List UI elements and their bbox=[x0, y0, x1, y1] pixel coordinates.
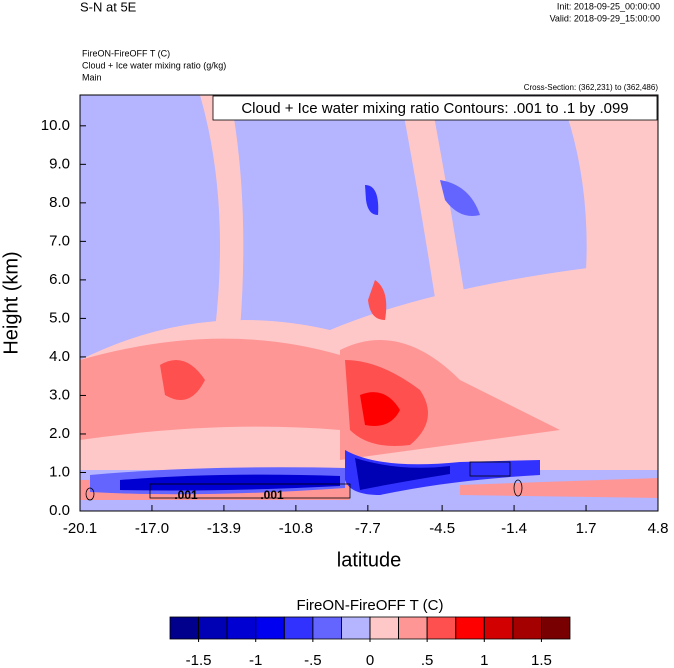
annotation: Cloud + Ice water mixing ratio Contours:… bbox=[241, 100, 628, 117]
colorbar-swatch bbox=[255, 616, 285, 640]
colorbar-swatch bbox=[226, 616, 257, 640]
x-tick-label: -13.9 bbox=[207, 520, 241, 537]
colorbar-swatch bbox=[483, 616, 514, 640]
annotation-box bbox=[212, 95, 658, 121]
colorbar-label: .5 bbox=[421, 652, 434, 668]
y-tick-label: 9.0 bbox=[49, 155, 70, 172]
y-tick-label: 7.0 bbox=[49, 232, 70, 249]
y-tick-label: 4.0 bbox=[49, 348, 70, 365]
colorbar-swatch bbox=[341, 616, 371, 640]
x-axis-label: latitude bbox=[337, 549, 402, 571]
y-tick-label: 1.0 bbox=[49, 463, 70, 480]
x-tick-label: 4.8 bbox=[648, 520, 669, 537]
y-tick-label: 5.0 bbox=[49, 309, 70, 326]
x-tick-label: -4.5 bbox=[429, 520, 455, 537]
colorbar-label: -1.5 bbox=[186, 652, 212, 668]
colorbar-swatch bbox=[426, 616, 457, 640]
contour-label: .001 bbox=[174, 488, 198, 502]
valid-time: Valid: 2018-09-29_15:00:00 bbox=[550, 13, 660, 23]
x-tick-label: -20.1 bbox=[63, 520, 97, 537]
colorbar-label: -1 bbox=[249, 652, 262, 668]
cloud-contours bbox=[85, 461, 523, 501]
colorbar-swatch bbox=[198, 616, 228, 640]
colorbar-swatch bbox=[512, 616, 542, 640]
init-time: Init: 2018-09-25_00:00:00 bbox=[557, 1, 660, 11]
cross-section: Cross-Section: (362,231) to (362,486) bbox=[524, 83, 659, 92]
y-axis-label: Height (km) bbox=[0, 251, 22, 354]
colorbar-title: FireON-FireOFF T (C) bbox=[297, 597, 444, 614]
y-tick-label: 10.0 bbox=[41, 117, 70, 134]
contour-label: .001 bbox=[260, 488, 284, 502]
colorbar-swatch bbox=[398, 616, 428, 640]
x-tick-label: -7.7 bbox=[355, 520, 381, 537]
field-label: FireON-FireOFF T (C) bbox=[82, 48, 170, 58]
colorbar-label: 1 bbox=[480, 652, 488, 668]
field-label: Main bbox=[82, 72, 102, 82]
colorbar-label: 0 bbox=[366, 652, 374, 668]
colorbar-label: -.5 bbox=[304, 652, 322, 668]
colorbar-swatch bbox=[455, 616, 485, 640]
colorbar-swatch bbox=[369, 616, 399, 640]
colorbar-label: 1.5 bbox=[531, 652, 552, 668]
y-tick-label: 3.0 bbox=[49, 386, 70, 403]
colorbar-swatch bbox=[169, 616, 199, 640]
y-tick-label: 6.0 bbox=[49, 271, 70, 288]
x-tick-label: 1.7 bbox=[576, 520, 597, 537]
x-tick-label: -17.0 bbox=[135, 520, 169, 537]
y-tick-label: 2.0 bbox=[49, 425, 70, 442]
field-label: Cloud + Ice water mixing ratio (g/kg) bbox=[82, 60, 226, 70]
title: S-N at 5E bbox=[80, 0, 137, 14]
x-tick-label: -1.4 bbox=[501, 520, 527, 537]
y-tick-label: 0.0 bbox=[49, 502, 70, 519]
colorbar-swatch bbox=[283, 616, 314, 640]
y-tick-label: 8.0 bbox=[49, 194, 70, 211]
plot-frame bbox=[79, 94, 659, 512]
colorbar-swatch bbox=[541, 616, 571, 640]
x-tick-label: -10.8 bbox=[279, 520, 313, 537]
contour-field bbox=[80, 95, 658, 511]
colorbar-swatch bbox=[312, 616, 342, 640]
